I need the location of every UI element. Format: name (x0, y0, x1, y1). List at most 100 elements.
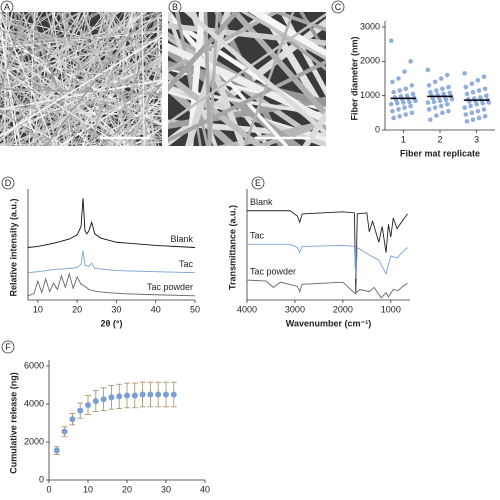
sem-fiber (107, 12, 109, 146)
x-tick-label: 10 (83, 484, 93, 494)
sem-fiber (131, 126, 162, 146)
sem-fiber (104, 12, 162, 81)
sem-fiber (61, 12, 86, 146)
y-axis-title: Relative intensity (a.u.) (8, 198, 18, 296)
data-point (408, 103, 413, 109)
data-point (481, 74, 487, 80)
series-line (27, 198, 196, 248)
sem-fiber (2, 77, 162, 146)
sem-fiber (0, 23, 162, 88)
sem-fiber (0, 28, 162, 99)
sem-fiber (168, 12, 218, 146)
series-label: Blank (170, 234, 193, 244)
sem-fiber (0, 62, 113, 146)
data-point (391, 115, 396, 121)
sem-fiber (0, 73, 22, 146)
sem-fiber (4, 12, 117, 146)
y-tick-label: 2000 (24, 436, 44, 446)
sem-fiber (51, 12, 93, 146)
data-point (131, 392, 138, 399)
sem-fiber (0, 36, 162, 126)
sem-fiber (0, 20, 162, 75)
sem-fiber (26, 42, 162, 146)
sem-fiber (0, 108, 51, 146)
series-label: Tac powder (147, 282, 193, 292)
data-point (426, 83, 432, 88)
sem-fiber (110, 12, 155, 146)
sem-fiber (36, 25, 162, 146)
y-tick-label: 6000 (24, 360, 44, 370)
sem-fiber (240, 12, 326, 61)
sem-fiber (129, 54, 162, 146)
sem-fiber (248, 12, 326, 59)
sem-fiber (0, 38, 162, 74)
sem-fiber (0, 111, 162, 142)
x-axis-title: Time (d) (110, 498, 145, 500)
data-point (484, 93, 489, 98)
x-tick-label: 2000 (333, 304, 353, 314)
sem-fiber (217, 119, 326, 146)
data-point (444, 101, 450, 107)
sem-fiber (0, 84, 139, 146)
x-tick-label: 30 (161, 484, 171, 494)
sem-fiber (93, 12, 113, 146)
sem-fiber (168, 72, 265, 146)
data-point (463, 112, 469, 117)
sem-fiber (0, 12, 39, 146)
sem-fiber (0, 35, 162, 116)
x-tick-label: 3000 (285, 304, 305, 314)
sem-fiber (168, 12, 326, 125)
data-point (394, 100, 400, 106)
series-label: Tac (179, 259, 194, 269)
data-point (438, 103, 444, 109)
data-point (431, 99, 437, 105)
sem-fiber (0, 12, 158, 86)
sem-fiber (7, 12, 9, 146)
data-point (170, 391, 177, 398)
sem-fiber (168, 12, 272, 88)
sem-fiber (0, 12, 82, 138)
data-point (426, 107, 432, 112)
sem-fiber (168, 87, 326, 117)
sem-fiber (243, 12, 295, 146)
data-point (481, 107, 487, 112)
sem-fiber (168, 12, 281, 73)
sem-fibers (168, 12, 326, 146)
panel-badge (1, 340, 15, 354)
data-point (397, 113, 403, 119)
sem-fiber (44, 55, 162, 146)
y-tick-label: 0 (39, 474, 44, 484)
sem-fiber (0, 45, 128, 146)
x-tick-label: 50 (190, 304, 200, 314)
sem-fiber (125, 12, 143, 146)
y-axis-title: Cumulative release (ng) (8, 372, 18, 474)
data-point (147, 391, 154, 398)
panel-label: D (5, 178, 12, 188)
data-point (475, 77, 481, 83)
data-point (401, 100, 406, 105)
sem-fiber (64, 12, 68, 146)
data-point (462, 71, 467, 76)
data-point (428, 117, 433, 122)
y-tick-label: 3000 (360, 21, 380, 31)
data-point (462, 105, 467, 110)
sem-fiber (0, 113, 162, 121)
data-point (390, 108, 395, 114)
panel-label: F (5, 342, 11, 352)
data-point (480, 100, 486, 106)
data-point (446, 108, 451, 114)
data-point (486, 100, 492, 105)
sem-fiber (111, 12, 162, 77)
data-point (434, 88, 439, 93)
data-point (432, 105, 438, 110)
y-tick-label: 1000 (360, 90, 380, 100)
sem-image (168, 12, 326, 146)
data-point (402, 105, 407, 110)
panel-label: B (172, 2, 178, 12)
data-point (449, 96, 455, 102)
x-tick-label: 2 (437, 134, 442, 144)
sem-fiber (0, 12, 117, 91)
sem-fiber (24, 12, 54, 146)
x-tick-label: 0 (46, 484, 51, 494)
x-tick-label: 30 (111, 304, 121, 314)
